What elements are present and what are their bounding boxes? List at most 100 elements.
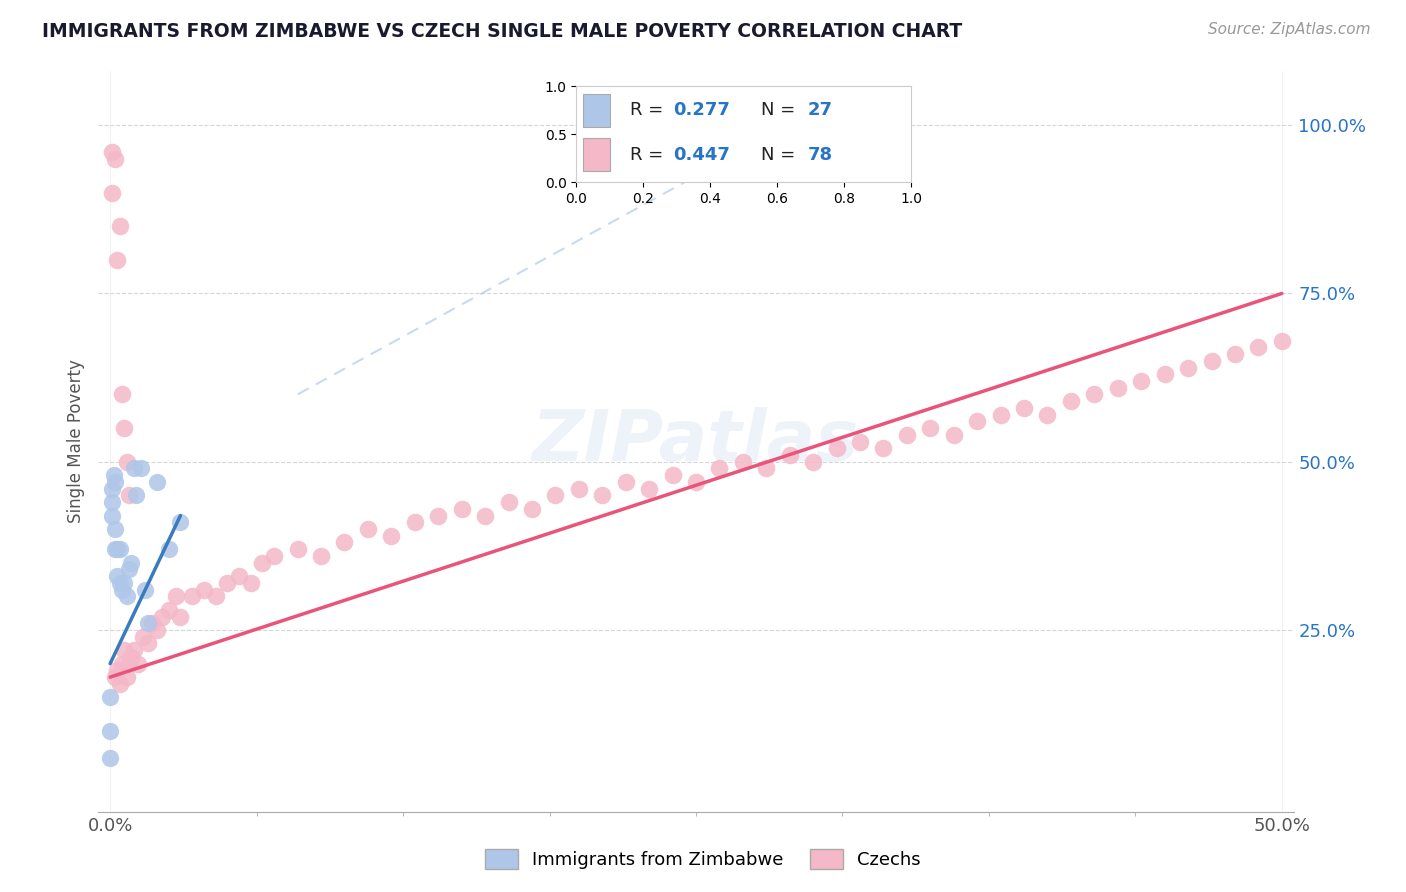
Point [101,495,124,509]
Point [709,461,731,475]
Point [104,670,127,684]
Point [357,522,380,536]
Point [1271,334,1294,348]
Point [108,219,131,234]
Point [825,442,848,456]
Point [380,529,402,543]
Point [122,643,145,657]
Text: IMMIGRANTS FROM ZIMBABWE VS CZECH SINGLE MALE POVERTY CORRELATION CHART: IMMIGRANTS FROM ZIMBABWE VS CZECH SINGLE… [42,22,963,41]
Point [127,657,149,671]
Point [1130,374,1153,388]
Point [287,542,309,557]
Point [122,461,145,475]
Point [105,542,128,557]
Point [111,657,134,671]
Point [101,186,124,200]
Text: Source: ZipAtlas.com: Source: ZipAtlas.com [1208,22,1371,37]
Point [731,455,754,469]
Point [252,556,274,570]
Point [333,535,356,549]
Point [498,495,520,509]
Point [779,448,801,462]
Point [181,590,204,604]
Point [404,516,426,530]
Point [105,664,128,678]
Point [966,414,988,428]
Point [132,630,155,644]
Point [591,488,613,502]
Point [755,461,778,475]
Point [169,516,191,530]
Point [1153,368,1175,382]
Point [896,427,918,442]
Point [112,575,135,590]
Point [520,501,543,516]
Point [638,482,661,496]
Point [165,590,187,604]
Point [150,609,173,624]
Point [146,623,169,637]
Point [101,482,124,496]
Point [98,690,121,705]
Point [118,488,141,502]
Point [1012,401,1035,415]
Point [1247,340,1270,354]
Point [136,636,159,650]
Point [134,582,156,597]
Point [614,475,637,489]
Point [136,616,159,631]
Y-axis label: Single Male Poverty: Single Male Poverty [66,359,84,524]
Point [115,670,138,684]
Point [115,590,138,604]
Point [108,542,131,557]
Point [103,468,125,483]
Point [118,657,141,671]
Point [263,549,285,563]
Point [120,649,142,664]
Point [1201,353,1223,368]
Point [111,582,134,597]
Point [104,152,127,166]
Point [118,562,141,576]
Point [141,616,163,631]
Point [920,421,942,435]
Point [450,501,472,516]
Point [104,522,127,536]
Point [872,442,894,456]
Point [1223,347,1246,361]
Point [146,475,169,489]
Point [239,575,262,590]
Point [193,582,215,597]
Point [104,475,127,489]
Point [108,575,131,590]
Point [474,508,496,523]
Point [112,421,135,435]
Point [1083,387,1105,401]
Point [1060,394,1083,409]
Point [942,427,965,442]
Point [98,723,121,738]
Point [568,482,591,496]
Point [169,609,191,624]
Point [125,488,148,502]
Legend: Immigrants from Zimbabwe, Czechs: Immigrants from Zimbabwe, Czechs [477,839,929,879]
Point [101,145,124,160]
Point [105,252,128,267]
Point [101,508,124,523]
Point [1036,408,1059,422]
Point [108,677,131,691]
Point [661,468,683,483]
Point [1177,360,1199,375]
Point [217,575,239,590]
Point [990,408,1012,422]
Point [204,590,226,604]
Point [685,475,707,489]
Point [309,549,332,563]
Point [120,556,142,570]
Point [157,542,180,557]
Point [105,569,128,583]
Point [157,603,180,617]
Point [228,569,250,583]
Point [849,434,872,449]
Point [112,643,135,657]
